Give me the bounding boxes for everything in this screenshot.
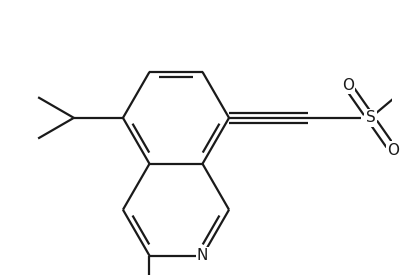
Text: S: S xyxy=(364,110,374,125)
Text: N: N xyxy=(196,248,208,263)
Text: O: O xyxy=(341,78,353,93)
Text: O: O xyxy=(386,142,398,158)
